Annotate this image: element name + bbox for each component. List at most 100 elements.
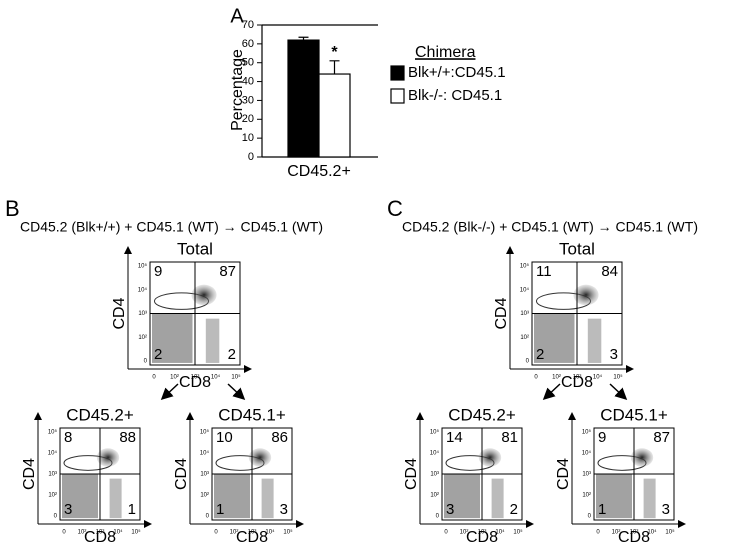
arrow: [160, 383, 179, 401]
error-bar: [329, 60, 340, 75]
quadrant-value: 1: [128, 501, 136, 518]
density: [596, 474, 632, 519]
plot-title: CD45.2+: [448, 405, 516, 424]
axis-label: CD4: [403, 458, 420, 490]
plot-title: Total: [559, 239, 595, 258]
flow-tick: 10⁵: [613, 374, 623, 381]
flow-tick: 10⁵: [283, 529, 293, 536]
density: [96, 448, 120, 467]
density: [261, 478, 274, 519]
flow-tick: 10⁴: [113, 529, 123, 536]
flow-tick: 10³: [573, 375, 582, 381]
flow-tick: 10²: [582, 493, 591, 499]
y-tick-label: 50: [242, 57, 254, 69]
axis-label: CD8: [179, 374, 211, 391]
flow-tick: 0: [144, 359, 148, 365]
flow-tick: 10⁵: [513, 529, 523, 536]
y-axis-label: Percentage: [229, 49, 246, 131]
quadrant-value: 11: [536, 263, 552, 280]
flow-tick: 10²: [78, 530, 87, 536]
bar: [318, 73, 351, 158]
y-tick-label: 0: [248, 151, 254, 163]
flow-tick: 10²: [200, 493, 209, 499]
density: [62, 474, 98, 519]
plot-title: CD45.2+: [66, 405, 134, 424]
density: [109, 478, 122, 519]
flow-tick: 10⁵: [200, 429, 210, 436]
quadrant-value: 2: [536, 346, 544, 363]
quadrant-value: 2: [228, 346, 236, 363]
flow-tick: 10⁵: [48, 429, 58, 436]
flow-tick: 0: [214, 530, 218, 536]
annotation: *: [331, 44, 338, 61]
flow-tick: 10³: [48, 472, 57, 478]
flow-tick: 10²: [230, 530, 239, 536]
flow-tick: 10²: [520, 335, 529, 341]
flow-tick: 10⁵: [665, 529, 675, 536]
plot-title: CD45.1+: [600, 405, 668, 424]
density: [534, 313, 575, 363]
quadrant-value: 87: [219, 263, 236, 280]
plot-title: CD45.1+: [218, 405, 286, 424]
flow-tick: 10²: [552, 375, 561, 381]
flow-tick: 10⁵: [520, 263, 530, 270]
quadrant-value: 2: [154, 346, 162, 363]
arrow: [542, 383, 561, 401]
quadrant-value: 2: [510, 501, 518, 518]
quadrant-value: 10: [216, 429, 233, 446]
y-tick-label: 30: [242, 94, 254, 106]
flow-tick: 10²: [138, 335, 147, 341]
quadrant-value: 3: [610, 346, 618, 363]
flow-tick: 0: [534, 375, 538, 381]
quadrant-value: 8: [64, 429, 72, 446]
y-tick-label: 60: [242, 38, 254, 50]
legend-label: Blk-/-: CD45.1: [408, 87, 502, 104]
axis-label: CD4: [555, 458, 572, 490]
density: [191, 284, 217, 306]
flow-tick: 10⁴: [211, 374, 221, 381]
flow-tick: 0: [596, 530, 600, 536]
flow-tick: 10⁴: [265, 529, 275, 536]
flow-tick: 10⁵: [138, 263, 148, 270]
density: [491, 478, 504, 519]
flow-tick: 10³: [630, 530, 639, 536]
flow-tick: 0: [436, 514, 440, 520]
flow-tick: 0: [152, 375, 156, 381]
density: [248, 448, 272, 467]
flow-tick: 10⁵: [430, 429, 440, 436]
flow-tick: 0: [588, 514, 592, 520]
flow-tick: 10²: [460, 530, 469, 536]
flow-tick: 0: [54, 514, 58, 520]
density: [444, 474, 480, 519]
error-bar: [298, 36, 309, 41]
flow-tick: 10⁴: [200, 450, 210, 457]
flow-tick: 10³: [248, 530, 257, 536]
flow-tick: 10⁴: [48, 450, 58, 457]
quadrant-value: 1: [216, 501, 224, 518]
legend-title: Chimera: [415, 44, 476, 61]
quadrant-value: 3: [64, 501, 72, 518]
flow-tick: 0: [444, 530, 448, 536]
density: [152, 313, 193, 363]
flow-tick: 0: [206, 514, 210, 520]
density: [643, 478, 656, 519]
flow-tick: 10²: [430, 493, 439, 499]
flow-tick: 10⁴: [520, 286, 530, 293]
legend-swatch: [390, 88, 405, 104]
quadrant-value: 1: [598, 501, 606, 518]
flow-tick: 10⁴: [138, 286, 148, 293]
flow-tick: 0: [526, 359, 530, 365]
panel-title: CD45.2 (Blk+/+) + CD45.1 (WT) → CD45.1 (…: [20, 219, 323, 235]
axis-label: CD4: [493, 297, 510, 329]
y-tick-label: 10: [242, 132, 254, 144]
quadrant-value: 86: [271, 429, 288, 446]
quadrant-value: 3: [446, 501, 454, 518]
flow-tick: 10²: [170, 375, 179, 381]
plot-title: Total: [177, 239, 213, 258]
flow-tick: 10³: [96, 530, 105, 536]
legend-label: Blk+/+:CD45.1: [408, 64, 506, 81]
flow-tick: 10⁵: [231, 374, 241, 381]
flow-tick: 10³: [582, 472, 591, 478]
flow-tick: 10⁴: [495, 529, 505, 536]
